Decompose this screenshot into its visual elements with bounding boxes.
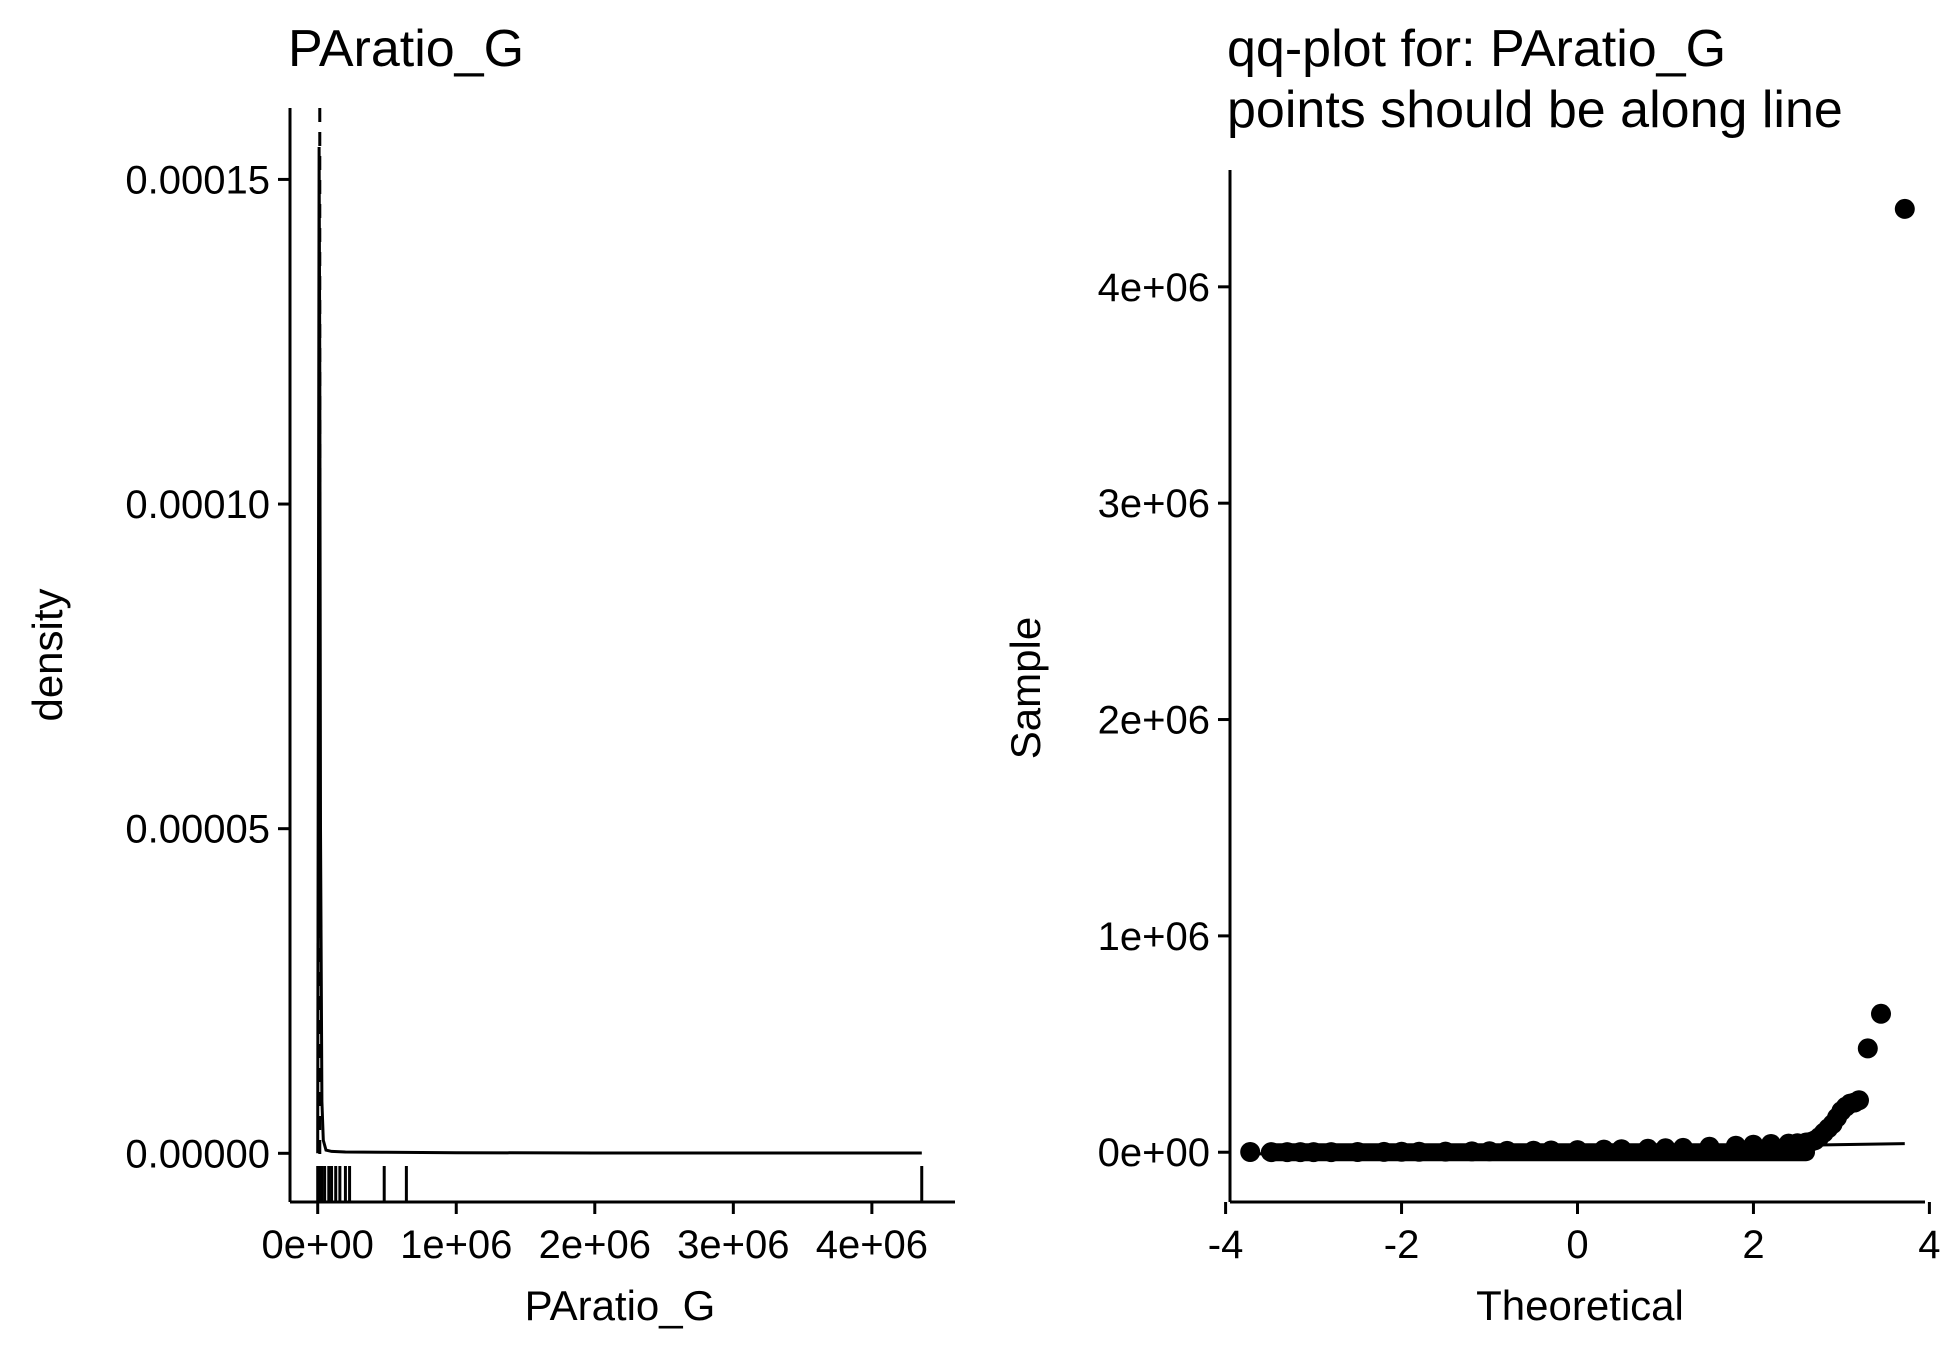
qq-point xyxy=(1593,1139,1614,1160)
qq-x-tick-label: 2 xyxy=(1742,1223,1764,1267)
qq-plot-area: 0e+00 1e+06 2e+06 3e+06 4e+06 -4 -2 0 2 4 xyxy=(1098,170,1941,1267)
qq-point xyxy=(1637,1138,1658,1159)
density-plot-area: 0.00000 0.00005 0.00010 0.00015 0e+00 1e+06 2e… xyxy=(125,108,955,1267)
qq-point xyxy=(1321,1142,1342,1163)
qq-point xyxy=(1303,1142,1324,1163)
density-y-tick-label: 0.00015 xyxy=(125,158,270,202)
qq-point xyxy=(1261,1142,1282,1163)
qq-point xyxy=(1347,1142,1368,1162)
qq-point xyxy=(1479,1141,1500,1162)
qq-point xyxy=(1523,1140,1544,1161)
qq-y-tick-label: 3e+06 xyxy=(1098,482,1210,526)
qq-y-tick-label: 4e+06 xyxy=(1098,266,1210,310)
density-x-tick-label: 4e+06 xyxy=(816,1223,928,1267)
qq-title: qq-plot for: PAratio_G points should be … xyxy=(1227,20,1843,139)
qq-point xyxy=(1461,1141,1482,1162)
qq-point xyxy=(1655,1138,1676,1159)
qq-point xyxy=(1391,1141,1412,1162)
qq-y-tick-label: 2e+06 xyxy=(1098,699,1210,743)
qq-point xyxy=(1435,1141,1456,1162)
qq-point xyxy=(1849,1090,1869,1111)
density-y-axis-title: density xyxy=(24,588,71,721)
qq-point xyxy=(1857,1038,1878,1059)
density-x-tick-label: 3e+06 xyxy=(677,1223,789,1267)
density-curve xyxy=(316,146,922,1155)
qq-point xyxy=(1761,1134,1781,1154)
qq-point xyxy=(1673,1137,1694,1158)
qq-point xyxy=(1240,1142,1261,1162)
density-x-tick-label: 0e+00 xyxy=(262,1223,374,1267)
qq-y-tick-label: 0e+00 xyxy=(1098,1131,1210,1175)
qq-y-tick-label: 1e+06 xyxy=(1098,915,1210,959)
qq-x-axis-title: Theoretical xyxy=(1476,1282,1684,1329)
qq-point xyxy=(1871,1003,1891,1024)
density-y-tick-label: 0.00005 xyxy=(125,808,270,852)
qq-point xyxy=(1725,1135,1746,1156)
qq-title-line-2: points should be along line xyxy=(1227,81,1843,139)
qq-point xyxy=(1743,1134,1764,1155)
qq-title-line-1: qq-plot for: PAratio_G xyxy=(1227,20,1726,78)
qq-x-tick-label: -4 xyxy=(1208,1223,1244,1267)
density-x-tick-label: 1e+06 xyxy=(400,1223,512,1267)
qq-x-tick-label: 4 xyxy=(1918,1223,1940,1267)
qq-x-tick-label: 0 xyxy=(1566,1223,1588,1267)
density-title: PAratio_G xyxy=(288,20,524,78)
density-panel: PAratio_G PAratio_G density 0.000000.000… xyxy=(24,20,955,1329)
qq-point xyxy=(1409,1141,1430,1162)
qq-point xyxy=(1567,1140,1588,1161)
density-x-tick-label: 2e+06 xyxy=(539,1223,651,1267)
qq-point xyxy=(1894,198,1915,219)
qq-x-tick-label: -2 xyxy=(1384,1223,1420,1267)
density-y-tick-label: 0.00000 xyxy=(125,1132,270,1176)
qq-point xyxy=(1374,1141,1394,1162)
density-y-tick-label: 0.00010 xyxy=(125,483,270,527)
qq-point xyxy=(1611,1139,1632,1160)
qq-y-axis-title: Sample xyxy=(1002,617,1049,759)
qq-panel: qq-plot for: PAratio_G points should be … xyxy=(1002,20,1941,1329)
qq-point xyxy=(1699,1136,1720,1157)
density-x-axis-title: PAratio_G xyxy=(525,1282,716,1329)
qq-point xyxy=(1497,1140,1518,1161)
qq-point xyxy=(1541,1140,1562,1161)
